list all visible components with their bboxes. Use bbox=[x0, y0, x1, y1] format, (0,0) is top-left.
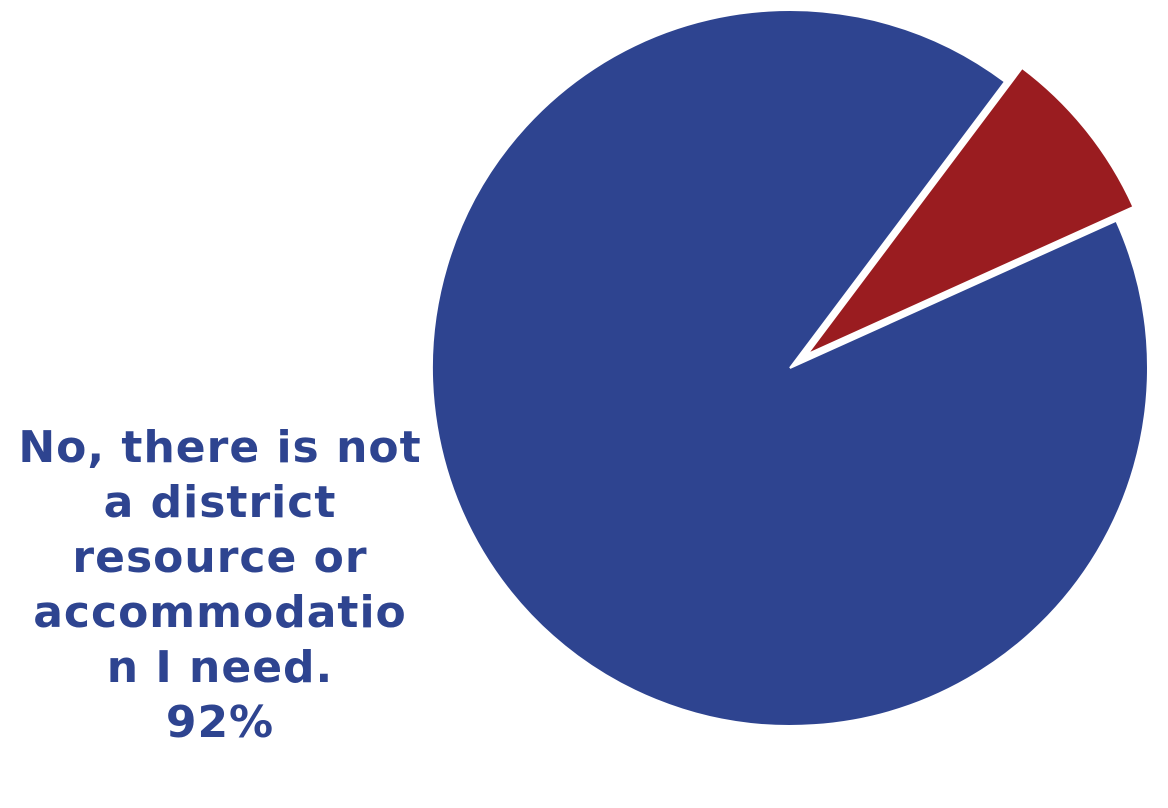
slice-label-no: No, there is not a district resource or … bbox=[0, 420, 440, 750]
slice-label-line: a district bbox=[103, 477, 337, 528]
slice-label-line: n I need. bbox=[106, 642, 334, 693]
slice-percent-label: 92% bbox=[165, 697, 275, 748]
slice-label-line: accommodatio bbox=[33, 587, 407, 638]
pie-slice-other bbox=[806, 66, 1135, 356]
slice-label-line: resource or bbox=[72, 532, 368, 583]
slice-label-line: No, there is not bbox=[18, 422, 422, 473]
pie-slice-no bbox=[431, 9, 1149, 727]
